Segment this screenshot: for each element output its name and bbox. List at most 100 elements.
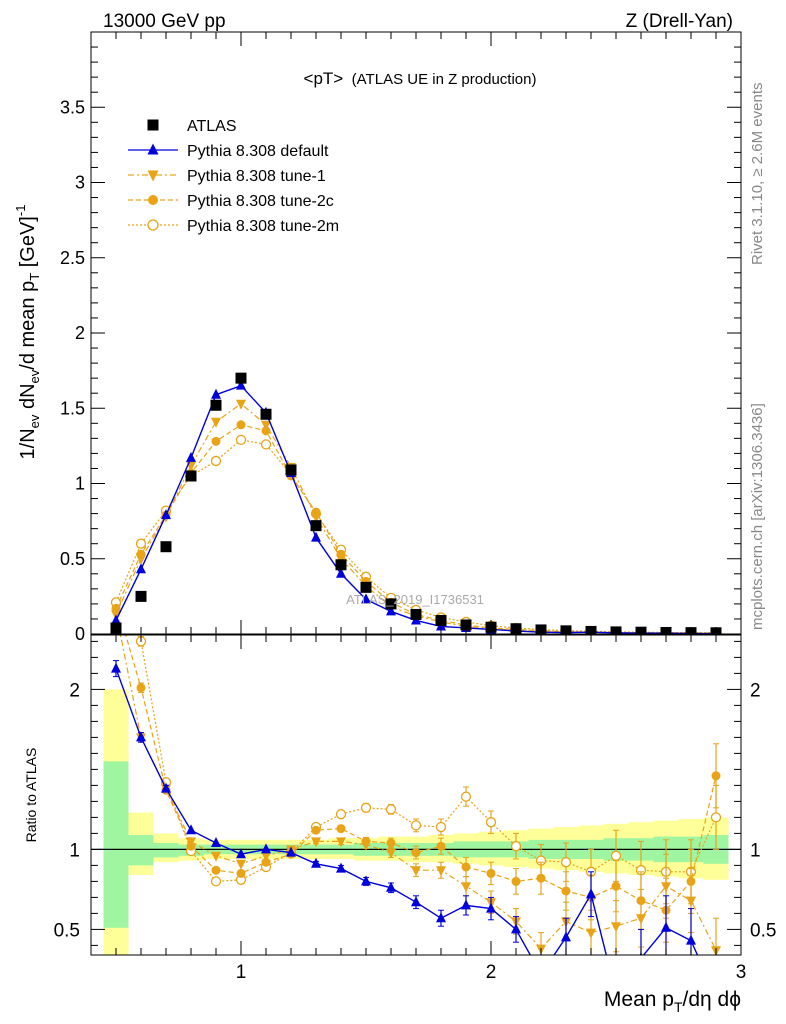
point-pythia-8-308-default: [111, 614, 121, 625]
ratio-point-pythia-8-308-tune-2c: [411, 848, 421, 858]
ratio-point-pythia-8-308-tune-2m: [560, 857, 572, 868]
ratio-point-pythia-8-308-default: [461, 899, 471, 910]
ratio-point-pythia-8-308-default: [486, 902, 496, 913]
main-axis-ticks: 0 0.5 1 1.5 2 2.5 3 3.5: [60, 32, 742, 644]
ratio-point-pythia-8-308-tune-1: [611, 922, 621, 933]
band-green: [103, 761, 129, 928]
legend-item-pythia-8-308-default: Pythia 8.308 default: [128, 143, 329, 160]
y-tick-label-ratio-right: 2: [750, 680, 761, 701]
legend-label-pythia-8-308-default: Pythia 8.308 default: [187, 143, 329, 160]
point-pythia-8-308-default: [186, 451, 196, 462]
point-atlas: [385, 598, 397, 610]
legend-label-pythia-8-308-tune-2c: Pythia 8.308 tune-2c: [187, 193, 334, 210]
ratio-point-pythia-8-308-default: [661, 921, 671, 932]
ratio-frame: [90, 634, 742, 956]
ratio-point-pythia-8-308-tune-2m: [112, 589, 121, 598]
legend-marker-pythia-8-308-tune-1: [147, 170, 159, 182]
point-atlas: [210, 399, 222, 411]
ratio-point-pythia-8-308-default: [361, 875, 371, 886]
point-pythia-8-308-tune-1: [261, 420, 271, 431]
point-pythia-8-308-tune-1: [211, 417, 221, 428]
point-pythia-8-308-default: [311, 531, 321, 542]
legend-marker-atlas: [147, 119, 159, 131]
ratio-axis-ticks: 0.5 0.5 1 1 2 2 1 2 3: [54, 635, 776, 983]
legend-marker-pythia-8-308-tune-2c: [148, 195, 158, 205]
ratio-point-pythia-8-308-tune-1: [311, 837, 321, 848]
ratio-point-pythia-8-308-tune-2m: [435, 821, 447, 833]
ratio-point-pythia-8-308-default: [186, 824, 196, 835]
ratio-point-pythia-8-308-tune-1: [361, 840, 371, 851]
point-atlas: [435, 614, 447, 626]
ratio-point-pythia-8-308-tune-2m: [410, 820, 422, 831]
ratio-point-pythia-8-308-default: [136, 731, 146, 742]
point-atlas: [235, 372, 247, 384]
series-pythia-8-308-tune-2m: [110, 434, 722, 634]
point-atlas: [310, 520, 322, 532]
main-title-text: <pT>: [304, 69, 344, 88]
ratio-point-pythia-8-308-tune-2c: [561, 886, 571, 896]
y-tick-label-ratio: 2: [69, 680, 80, 701]
x-tick-label: 1: [236, 962, 247, 983]
ratio-point-pythia-8-308-tune-1: [661, 882, 671, 893]
legend-label-pythia-8-308-tune-2m: Pythia 8.308 tune-2m: [187, 218, 339, 235]
point-pythia-8-308-default: [136, 563, 146, 574]
ratio-point-pythia-8-308-default: [411, 896, 421, 907]
ratio-point-pythia-8-308-tune-2m: [210, 876, 222, 887]
ratio-point-pythia-8-308-tune-1: [336, 837, 346, 848]
ratio-point-pythia-8-308-default: [311, 857, 321, 868]
point-pythia-8-308-tune-1: [311, 512, 321, 523]
point-atlas: [160, 541, 172, 553]
ratio-point-pythia-8-308-tune-2m: [510, 841, 522, 852]
y-tick-label-ratio: 1: [69, 840, 80, 861]
ratio-series-pythia-8-308-tune-2c: [125, 635, 721, 943]
ratio-series-pythia-8-308-default: [111, 660, 699, 955]
point-pythia-8-308-tune-2m: [235, 434, 247, 446]
ratio-point-pythia-8-308-tune-1: [436, 866, 446, 877]
x-axis-label: Mean pT/dη dϕ: [604, 988, 741, 1015]
point-pythia-8-308-default: [336, 567, 346, 578]
ratio-point-pythia-8-308-tune-2m: [360, 802, 372, 813]
ratio-point-pythia-8-308-tune-2m: [385, 804, 397, 815]
ratio-point-pythia-8-308-tune-1: [636, 914, 646, 925]
ratio-point-pythia-8-308-tune-2c: [486, 868, 496, 878]
point-atlas: [285, 464, 297, 476]
main-title: <pT> (ATLAS UE in Z production): [304, 69, 537, 88]
point-atlas: [260, 408, 272, 420]
point-atlas: [185, 470, 197, 482]
ratio-point-pythia-8-308-default: [286, 846, 296, 857]
ratio-point-pythia-8-308-tune-1: [411, 866, 421, 877]
ratio-point-pythia-8-308-tune-1: [386, 848, 396, 859]
ratio-point-pythia-8-308-default: [436, 912, 446, 923]
ratio-point-pythia-8-308-tune-1: [586, 928, 596, 939]
y-tick-label-ratio: 0.5: [54, 920, 80, 941]
point-atlas: [135, 590, 147, 602]
ratio-point-pythia-8-308-tune-2m: [485, 817, 497, 828]
ratio-point-pythia-8-308-tune-2m: [335, 809, 347, 820]
ratio-point-pythia-8-308-tune-1: [261, 851, 271, 862]
band-green: [153, 843, 179, 858]
main-frame: [90, 31, 742, 635]
y-tick-label-main: 0.5: [60, 549, 85, 569]
y-tick-label-main: 3.5: [60, 97, 85, 117]
band-green: [128, 835, 154, 866]
ratio-point-pythia-8-308-default: [586, 888, 596, 899]
y-tick-label-main: 0: [75, 624, 85, 644]
point-atlas: [410, 608, 422, 620]
ratio-point-pythia-8-308-tune-2c: [536, 873, 546, 883]
ratio-point-pythia-8-308-tune-2c: [311, 825, 321, 835]
ratio-point-pythia-8-308-tune-1: [211, 851, 221, 862]
main-y-label: 1/Nev dNev/d mean pT [GeV]-1: [13, 205, 42, 460]
mcplots-label: mcplots.cern.ch [arXiv:1306.3436]: [749, 403, 766, 630]
y-tick-label-main: 2.5: [60, 248, 85, 268]
ratio-point-pythia-8-308-tune-1: [461, 882, 471, 893]
ratio-plot-area: [91, 589, 741, 955]
ratio-point-pythia-8-308-default: [686, 934, 696, 945]
ratio-point-pythia-8-308-tune-2c: [461, 862, 471, 872]
x-tick-label: 3: [736, 962, 747, 983]
ratio-point-pythia-8-308-tune-2c: [711, 771, 721, 781]
legend-item-pythia-8-308-tune-2m: Pythia 8.308 tune-2m: [128, 218, 339, 235]
legend-item-atlas: ATLAS: [147, 118, 237, 135]
point-pythia-8-308-default: [161, 509, 171, 520]
legend-marker-pythia-8-308-tune-2m: [147, 219, 159, 231]
